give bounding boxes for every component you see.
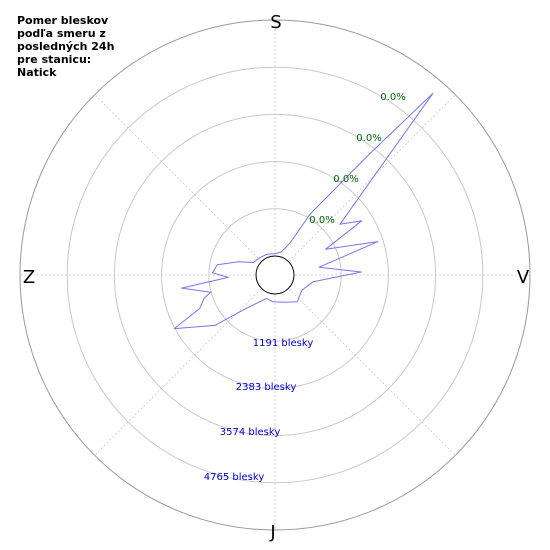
grid-ring-1 <box>208 208 342 342</box>
count-label-2: 2383 blesky <box>236 382 297 393</box>
grid-spoke-135 <box>274 274 456 456</box>
direction-left: Z <box>23 267 35 288</box>
percent-label-3: 0.0% <box>356 133 381 144</box>
center-hole <box>255 255 295 295</box>
percent-label-1: 0.0% <box>309 215 334 226</box>
polar-grid <box>19 19 531 531</box>
count-label-4: 4765 blesky <box>204 472 265 483</box>
chart-title: Pomer bleskov podľa smeru z posledných 2… <box>17 14 115 79</box>
count-label-1: 1191 blesky <box>253 338 314 349</box>
grid-ring-4 <box>66 66 484 484</box>
grid-spoke-45 <box>274 94 456 276</box>
count-label-3: 3574 blesky <box>220 427 281 438</box>
percent-label-2: 0.0% <box>333 174 358 185</box>
grid-spoke-225 <box>94 274 276 456</box>
series-outline-1 <box>173 92 434 330</box>
outer-ring <box>19 19 531 531</box>
direction-bottom: J <box>269 522 275 543</box>
grid-spoke-315 <box>94 94 276 276</box>
direction-top: S <box>270 12 281 33</box>
percent-label-4: 0.0% <box>380 92 405 103</box>
series-layer <box>173 92 434 330</box>
direction-right: V <box>517 267 530 288</box>
